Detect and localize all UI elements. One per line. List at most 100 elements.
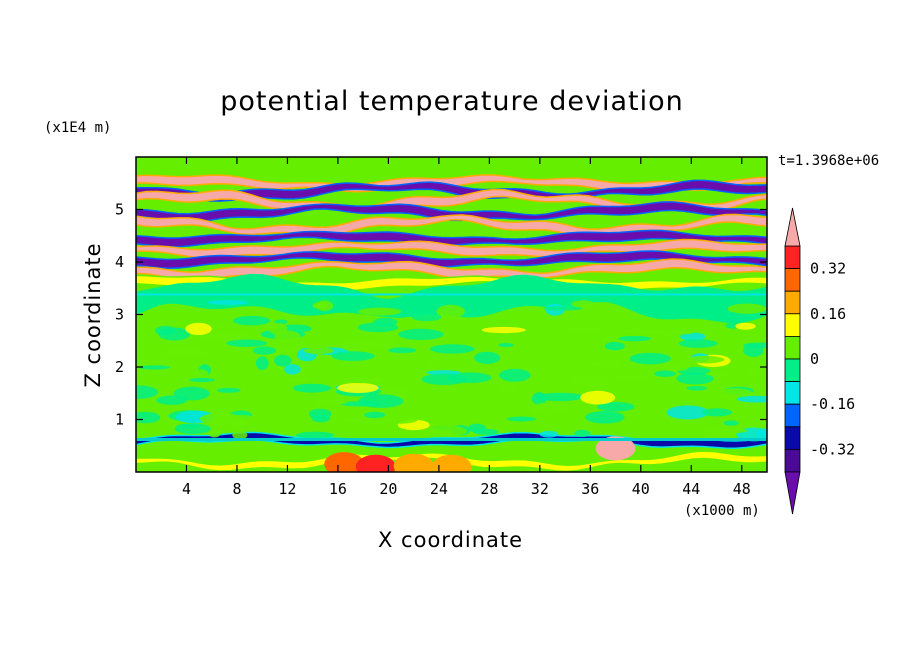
contour-patch — [678, 339, 718, 348]
contour-patch — [255, 356, 269, 371]
x-tick-label: 32 — [531, 480, 549, 498]
colorbar-label: -0.32 — [810, 440, 855, 458]
contour-patch — [382, 415, 418, 424]
x-axis-label: X coordinate — [378, 528, 524, 552]
colorbar-segment — [784, 313, 801, 337]
contour-patch — [666, 405, 709, 420]
contour-patch — [193, 369, 209, 378]
y-tick-label: 4 — [115, 253, 124, 271]
time-label: t=1.3968e+06 — [778, 153, 880, 169]
contour-patch — [393, 453, 434, 472]
contour-patch — [189, 377, 216, 383]
contour-patch — [136, 385, 159, 400]
contour-patch — [162, 348, 209, 357]
contour-patch — [274, 319, 288, 325]
contour-patch — [629, 352, 671, 365]
x-tick-label: 12 — [278, 480, 296, 498]
contour-patch — [208, 428, 221, 438]
contour-patch — [207, 300, 249, 305]
contour-patch — [185, 322, 212, 336]
contour-patch — [507, 416, 537, 422]
contour-patch — [676, 372, 714, 385]
contour-patch — [136, 359, 171, 365]
x-tick-label: 16 — [329, 480, 347, 498]
contour-patch — [341, 418, 360, 424]
x-tick-label: 48 — [733, 480, 751, 498]
colorbar-label: -0.16 — [810, 395, 855, 413]
colorbar-segment — [784, 426, 801, 450]
contour-patch — [684, 355, 725, 364]
x-tick-label: 4 — [182, 480, 191, 498]
contour-patch — [274, 354, 292, 367]
contour-patch — [357, 322, 399, 333]
contour-patch — [481, 326, 526, 334]
contour-patch — [743, 343, 764, 358]
x-axis: 4 8 12 16 20 24 28 32 36 40 44 48 — [182, 157, 751, 498]
contour-patch — [355, 454, 396, 472]
contour-patch — [296, 431, 335, 439]
contour-patch — [398, 328, 444, 340]
contour-patch — [138, 365, 171, 370]
x-tick-label: 44 — [682, 480, 700, 498]
contour-patch — [314, 399, 348, 406]
contour-patch — [612, 374, 652, 380]
contour-patch — [365, 420, 387, 425]
contour-patch — [604, 341, 625, 351]
contour-patch — [421, 373, 468, 385]
y-tick-label: 1 — [115, 411, 124, 429]
contour-patch — [587, 359, 622, 368]
contour-field — [136, 157, 767, 472]
contour-patch — [426, 370, 461, 376]
contour-patch — [580, 390, 616, 405]
colorbar: 0.32 0.16 0 -0.16 -0.32 — [784, 207, 855, 515]
contour-patch — [304, 347, 334, 355]
contour-patch — [274, 330, 301, 343]
contour-patch — [744, 368, 767, 378]
colorbar-segment — [784, 268, 801, 292]
colorbar-label: 0.16 — [810, 305, 846, 323]
contour-patch — [498, 343, 514, 348]
contour-patch — [597, 401, 635, 412]
contour-patch — [252, 346, 277, 355]
contour-patch — [429, 344, 475, 354]
contour-patch — [339, 377, 383, 384]
contour-patch — [618, 295, 648, 305]
contour-patch — [431, 454, 472, 472]
contour-patch — [232, 431, 248, 440]
colorbar-segment — [784, 448, 801, 473]
contour-patch — [531, 392, 547, 406]
contour-band — [136, 250, 767, 270]
contour-patch — [539, 430, 559, 438]
x-tick-label: 8 — [232, 480, 241, 498]
y-axis-label: Z coordinate — [81, 242, 105, 388]
contour-patch — [216, 387, 241, 393]
contour-patch — [543, 306, 583, 311]
contour-patch — [282, 378, 307, 383]
contour-patch — [308, 408, 332, 420]
contour-patch — [436, 304, 466, 319]
x-tick-label: 20 — [379, 480, 397, 498]
contour-patch — [292, 383, 332, 393]
contour-patch — [536, 392, 584, 402]
contour-patch — [358, 307, 402, 316]
y-tick-label: 5 — [115, 201, 124, 219]
contour-patch — [232, 315, 271, 326]
contour-patch — [429, 425, 467, 437]
contour-patch — [155, 325, 176, 336]
colorbar-segment — [784, 290, 801, 315]
contour-patch — [662, 361, 690, 372]
y-axis-multiplier: (x1E4 m) — [44, 120, 112, 136]
contour-patch — [156, 395, 188, 405]
contour-patch — [595, 436, 636, 461]
y-axis: 1 2 3 4 5 — [115, 201, 767, 429]
contour-patch — [727, 303, 767, 314]
contour-patch — [312, 301, 329, 310]
contour-patch — [700, 427, 748, 434]
colorbar-label: 0 — [810, 350, 819, 368]
contour-patch — [364, 411, 386, 419]
contour-patch — [337, 382, 379, 393]
contour-patch — [500, 383, 517, 393]
contour-patch — [425, 356, 442, 368]
x-axis-multiplier: (x1000 m) — [684, 503, 760, 519]
contour-patch — [474, 351, 501, 364]
